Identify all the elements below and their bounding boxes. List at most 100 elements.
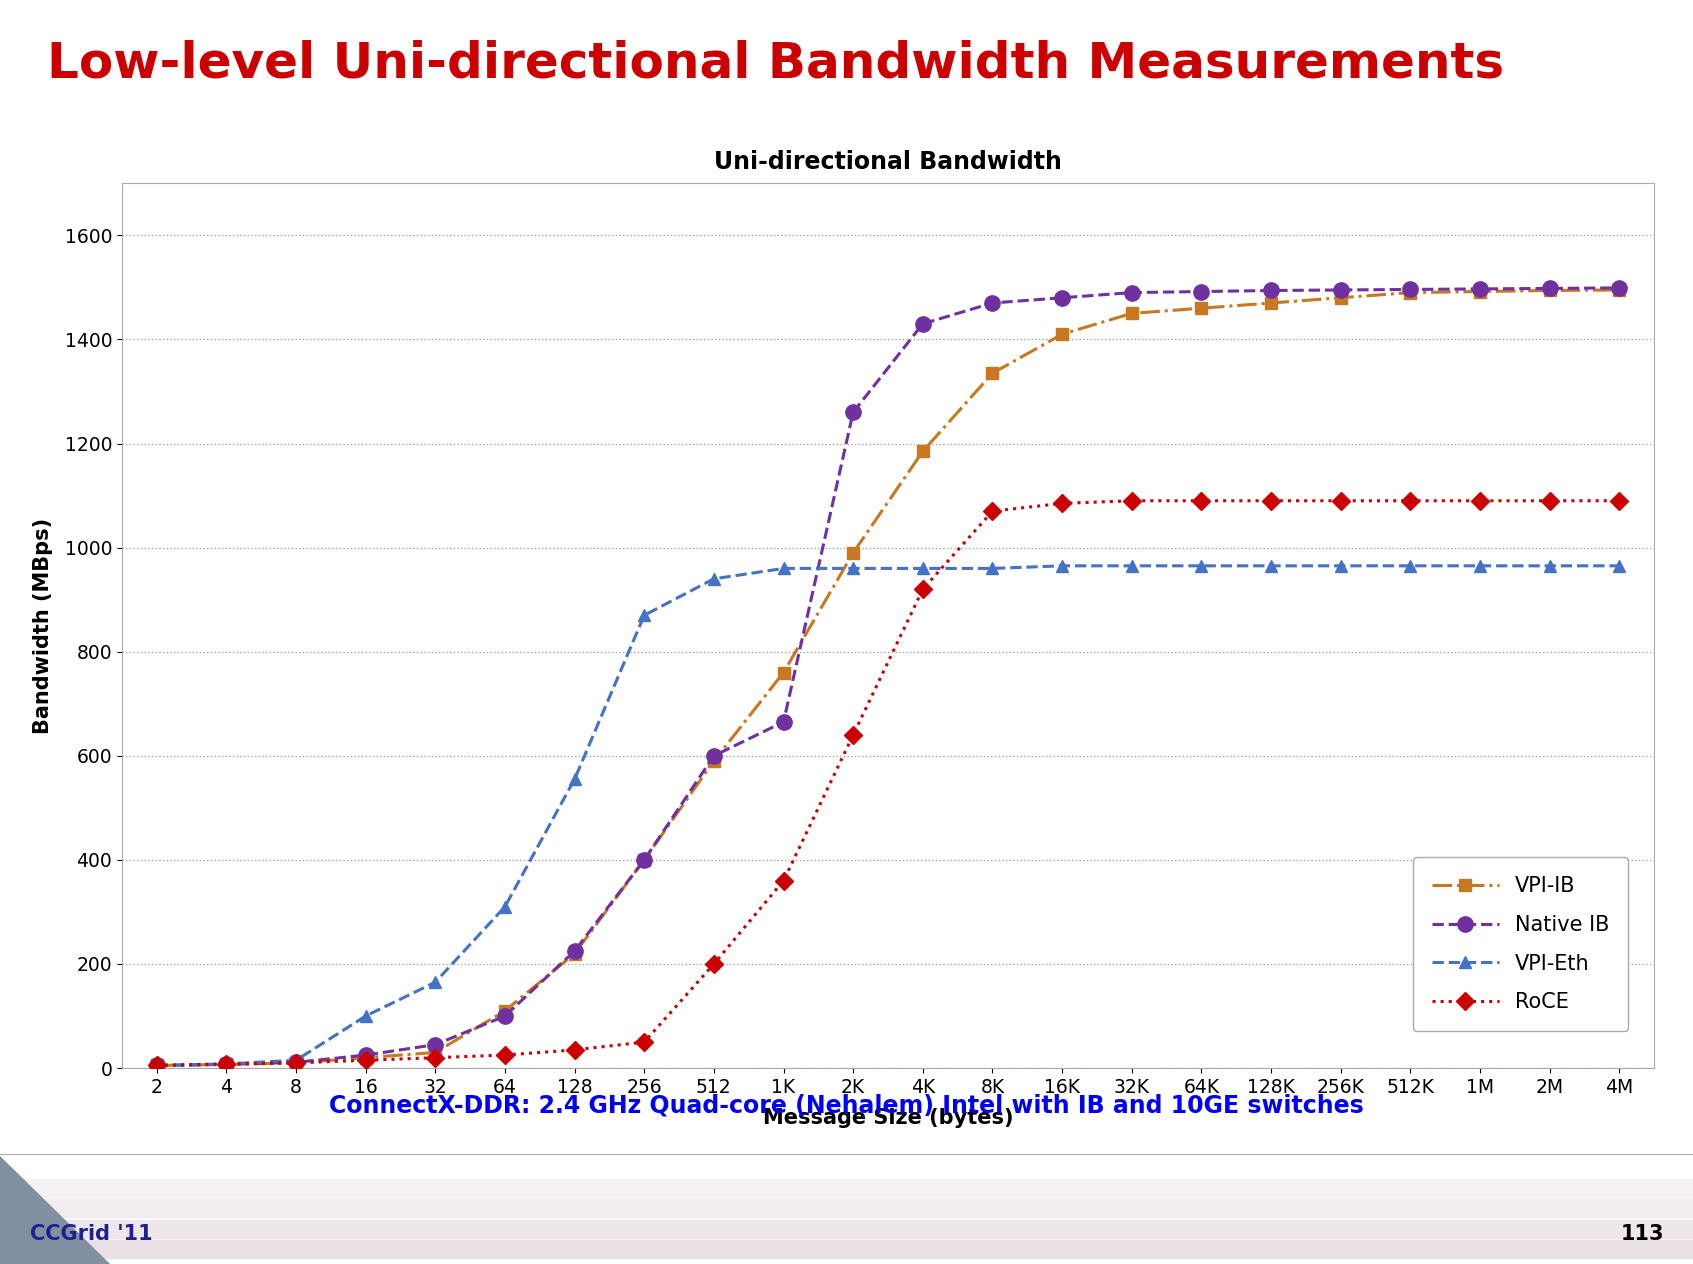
VPI-Eth (1400, 559, 1420, 574)
VPI-Eth (913, 561, 933, 576)
VPI-IB (425, 1045, 445, 1060)
Legend: VPI-IB, Native IB, VPI-Eth, RoCE: VPI-IB, Native IB, VPI-Eth, RoCE (1414, 857, 1629, 1031)
Text: CCGrid '11: CCGrid '11 (30, 1224, 152, 1244)
VPI-Eth (982, 561, 1002, 576)
VPI-Eth (147, 1058, 168, 1073)
RoCE (147, 1058, 168, 1073)
VPI-IB (1539, 283, 1559, 298)
VPI-IB (843, 545, 863, 560)
VPI-Eth (564, 771, 584, 786)
RoCE (1608, 493, 1629, 508)
Text: Low-level Uni-directional Bandwidth Measurements: Low-level Uni-directional Bandwidth Meas… (47, 39, 1505, 87)
Line: VPI-Eth: VPI-Eth (151, 560, 1625, 1072)
Native IB (1261, 283, 1282, 298)
Native IB (147, 1058, 168, 1073)
RoCE (1121, 493, 1141, 508)
VPI-IB (982, 365, 1002, 380)
X-axis label: Message Size (bytes): Message Size (bytes) (764, 1109, 1012, 1127)
VPI-IB (147, 1058, 168, 1073)
Native IB (1539, 281, 1559, 296)
Native IB (704, 748, 725, 763)
Native IB (1192, 284, 1212, 300)
VPI-Eth (356, 1009, 376, 1024)
VPI-Eth (1192, 559, 1212, 574)
VPI-IB (635, 852, 655, 867)
RoCE (1192, 493, 1212, 508)
RoCE (286, 1055, 306, 1071)
VPI-IB (1400, 284, 1420, 300)
Native IB (1608, 281, 1629, 296)
RoCE (494, 1048, 515, 1063)
Native IB (356, 1048, 376, 1063)
VPI-IB (1261, 296, 1282, 311)
RoCE (843, 727, 863, 742)
Native IB (774, 714, 794, 729)
Native IB (1400, 282, 1420, 297)
VPI-Eth (286, 1053, 306, 1068)
VPI-Eth (1331, 559, 1351, 574)
Title: Uni-directional Bandwidth: Uni-directional Bandwidth (714, 150, 1062, 174)
RoCE (1470, 493, 1490, 508)
Native IB (425, 1036, 445, 1052)
Native IB (1051, 291, 1072, 306)
VPI-IB (564, 945, 584, 961)
RoCE (635, 1034, 655, 1049)
RoCE (704, 957, 725, 972)
VPI-Eth (425, 975, 445, 990)
RoCE (1261, 493, 1282, 508)
Bar (0, 1220, 1693, 1237)
VPI-Eth (1608, 559, 1629, 574)
Native IB (982, 296, 1002, 311)
VPI-IB (1470, 284, 1490, 300)
VPI-Eth (494, 899, 515, 914)
Polygon shape (0, 1155, 110, 1264)
VPI-Eth (1470, 559, 1490, 574)
VPI-IB (774, 665, 794, 680)
RoCE (356, 1053, 376, 1068)
VPI-IB (1608, 282, 1629, 297)
Native IB (494, 1009, 515, 1024)
Y-axis label: Bandwidth (MBps): Bandwidth (MBps) (34, 518, 54, 733)
Line: VPI-IB: VPI-IB (151, 283, 1625, 1072)
VPI-IB (356, 1050, 376, 1066)
Bar (0, 1200, 1693, 1217)
Native IB (843, 404, 863, 420)
Text: ConnectX-DDR: 2.4 GHz Quad-core (Nehalem) Intel with IB and 10GE switches: ConnectX-DDR: 2.4 GHz Quad-core (Nehalem… (328, 1093, 1365, 1117)
VPI-Eth (1261, 559, 1282, 574)
VPI-IB (704, 753, 725, 769)
RoCE (1051, 495, 1072, 511)
VPI-Eth (635, 608, 655, 623)
VPI-IB (1331, 291, 1351, 306)
VPI-Eth (1539, 559, 1559, 574)
RoCE (913, 581, 933, 597)
VPI-Eth (1121, 559, 1141, 574)
VPI-IB (286, 1055, 306, 1071)
Native IB (913, 316, 933, 331)
Text: 113: 113 (1620, 1224, 1664, 1244)
VPI-Eth (217, 1057, 237, 1072)
Line: Native IB: Native IB (149, 281, 1627, 1073)
RoCE (1400, 493, 1420, 508)
Bar (0, 1240, 1693, 1259)
Line: RoCE: RoCE (151, 494, 1625, 1072)
VPI-IB (1192, 301, 1212, 316)
RoCE (982, 503, 1002, 518)
Native IB (217, 1057, 237, 1072)
Native IB (635, 852, 655, 867)
VPI-Eth (704, 571, 725, 586)
Native IB (1470, 282, 1490, 297)
Native IB (1121, 284, 1141, 300)
VPI-Eth (843, 561, 863, 576)
Native IB (286, 1054, 306, 1069)
Native IB (564, 943, 584, 958)
RoCE (1331, 493, 1351, 508)
Bar (0, 1178, 1693, 1197)
RoCE (217, 1057, 237, 1072)
VPI-Eth (774, 561, 794, 576)
VPI-Eth (1051, 559, 1072, 574)
VPI-IB (1121, 306, 1141, 321)
VPI-IB (494, 1004, 515, 1019)
RoCE (1539, 493, 1559, 508)
VPI-IB (1051, 326, 1072, 341)
VPI-IB (913, 444, 933, 459)
